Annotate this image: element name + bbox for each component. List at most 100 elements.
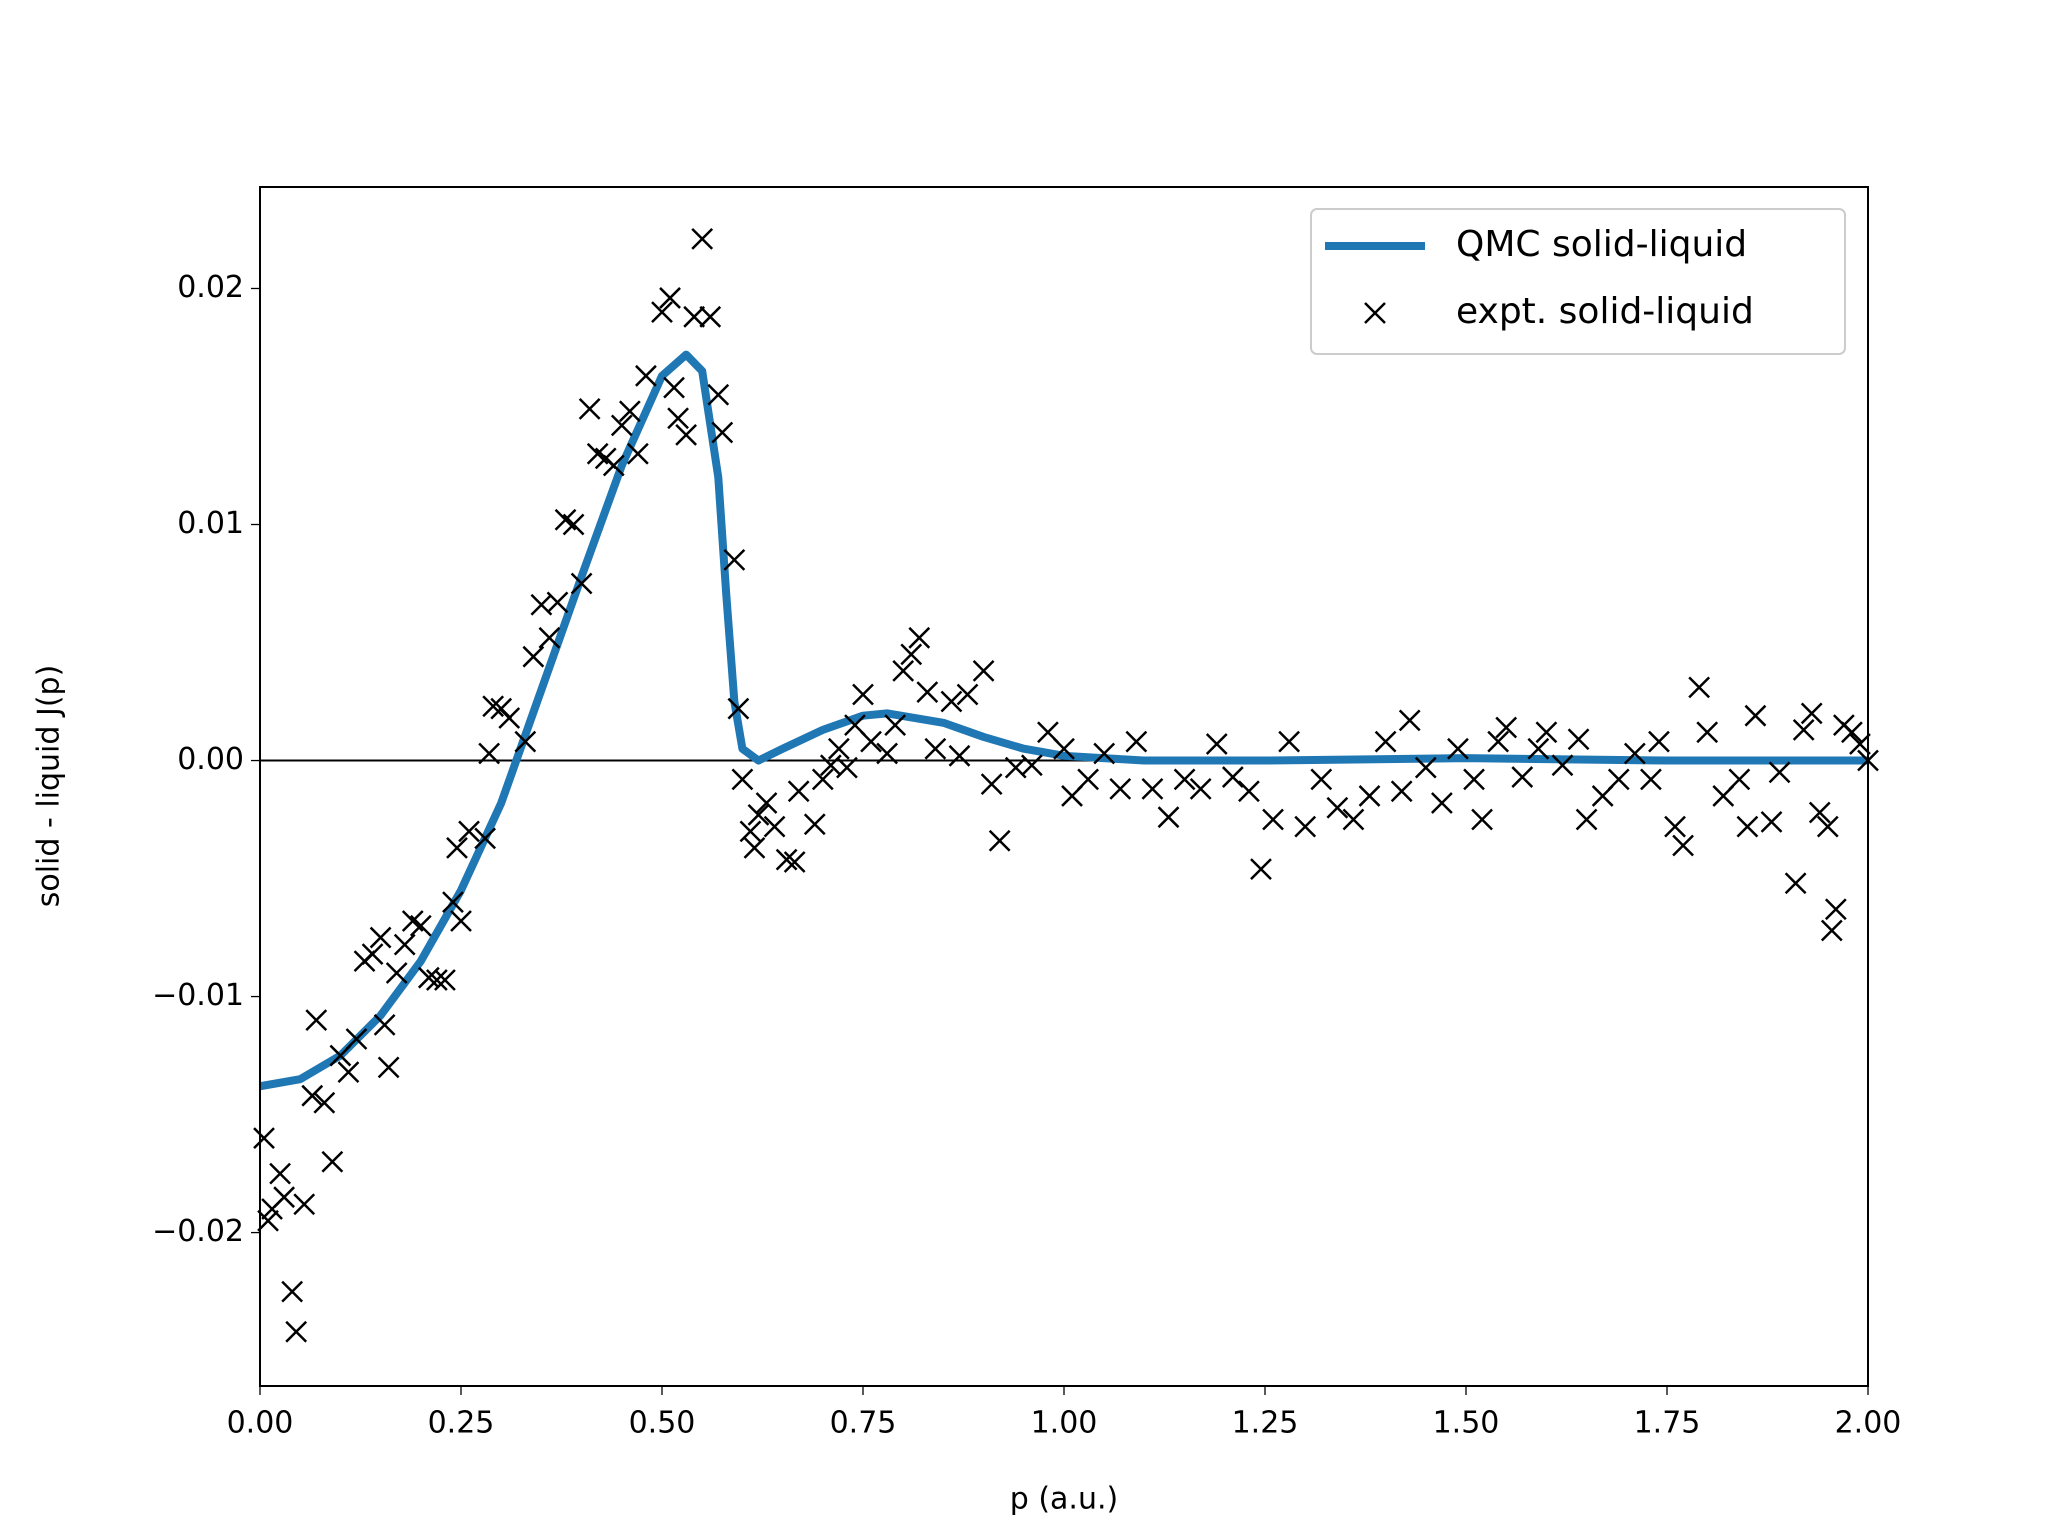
data-point bbox=[1760, 811, 1783, 833]
data-point bbox=[393, 933, 416, 956]
data-point bbox=[711, 421, 734, 444]
data-point bbox=[478, 742, 501, 765]
data-point bbox=[458, 820, 480, 843]
data-point bbox=[763, 815, 786, 838]
data-point bbox=[578, 397, 601, 420]
data-point bbox=[546, 591, 569, 614]
data-point bbox=[691, 228, 714, 250]
data-point bbox=[908, 626, 931, 649]
data-point bbox=[409, 914, 432, 937]
data-point bbox=[940, 690, 963, 713]
data-point bbox=[1736, 815, 1759, 838]
x-tick-label: 1.75 bbox=[1634, 1406, 1701, 1441]
data-point bbox=[1189, 777, 1212, 800]
data-point bbox=[301, 1084, 324, 1107]
data-point bbox=[626, 442, 649, 465]
data-point bbox=[377, 1056, 400, 1079]
x-tick-label: 1.50 bbox=[1433, 1406, 1500, 1441]
data-point bbox=[385, 962, 408, 984]
y-tick-label: −0.02 bbox=[152, 1214, 244, 1249]
data-point bbox=[1535, 721, 1558, 744]
data-point bbox=[1020, 754, 1043, 777]
data-point bbox=[1648, 730, 1670, 753]
data-point bbox=[1398, 709, 1421, 732]
data-point bbox=[305, 1009, 328, 1032]
data-point bbox=[498, 707, 521, 729]
data-point bbox=[313, 1091, 336, 1114]
data-point bbox=[570, 572, 593, 595]
data-point bbox=[1358, 785, 1381, 807]
data-point bbox=[699, 305, 722, 328]
data-point bbox=[787, 780, 810, 803]
x-tick-label: 1.25 bbox=[1232, 1406, 1299, 1441]
data-point bbox=[803, 813, 826, 836]
data-point bbox=[1326, 796, 1349, 819]
data-point bbox=[1824, 898, 1847, 921]
data-point bbox=[884, 714, 907, 737]
data-point bbox=[514, 730, 537, 753]
data-point bbox=[1607, 768, 1630, 791]
data-point bbox=[337, 1061, 360, 1083]
data-point bbox=[1849, 733, 1871, 755]
data-point bbox=[538, 626, 561, 649]
data-point bbox=[1141, 777, 1164, 800]
x-tick-label: 0.00 bbox=[227, 1406, 294, 1441]
data-point bbox=[1430, 792, 1453, 814]
data-point bbox=[836, 756, 858, 779]
data-point bbox=[618, 400, 641, 423]
data-point bbox=[602, 454, 625, 477]
data-point bbox=[811, 768, 834, 791]
data-point bbox=[269, 1162, 291, 1185]
data-point bbox=[948, 744, 971, 767]
data-point bbox=[1527, 737, 1550, 760]
legend-label: expt. solid-liquid bbox=[1456, 291, 1754, 332]
data-point bbox=[1471, 808, 1493, 831]
data-point bbox=[253, 1127, 275, 1150]
data-point bbox=[635, 364, 657, 387]
data-point bbox=[1262, 808, 1284, 831]
data-point bbox=[369, 926, 392, 949]
data-point bbox=[1792, 718, 1815, 741]
data-point bbox=[1093, 742, 1116, 765]
data-point bbox=[1173, 768, 1196, 791]
x-tick-label: 0.75 bbox=[830, 1406, 897, 1441]
data-point bbox=[434, 969, 456, 991]
x-tick-label: 0.25 bbox=[428, 1406, 495, 1441]
data-point bbox=[1640, 768, 1662, 791]
data-point bbox=[285, 1320, 308, 1343]
data-point bbox=[892, 659, 915, 682]
data-point bbox=[1205, 733, 1228, 755]
data-point bbox=[1157, 806, 1180, 829]
data-point bbox=[924, 737, 947, 760]
data-point bbox=[1221, 766, 1244, 788]
data-point bbox=[659, 287, 681, 309]
data-point bbox=[361, 943, 384, 965]
data-point bbox=[731, 768, 754, 791]
data-point bbox=[1575, 808, 1598, 831]
data-point bbox=[562, 513, 585, 536]
data-point bbox=[482, 695, 505, 718]
data-point bbox=[425, 969, 448, 991]
data-point bbox=[980, 773, 1003, 796]
data-point bbox=[1238, 780, 1260, 803]
data-point bbox=[707, 383, 730, 406]
data-point bbox=[1672, 834, 1694, 857]
data-point bbox=[651, 301, 673, 323]
data-point bbox=[743, 836, 766, 859]
data-point bbox=[1567, 728, 1590, 751]
data-point bbox=[1463, 768, 1485, 791]
plot-frame bbox=[259, 186, 1869, 1387]
data-point bbox=[972, 659, 995, 682]
data-point bbox=[1511, 766, 1534, 788]
data-point bbox=[1800, 702, 1823, 725]
data-point bbox=[663, 376, 685, 399]
data-point bbox=[1744, 704, 1767, 727]
data-point bbox=[755, 792, 778, 814]
x-axis-label: p (a.u.) bbox=[1010, 1482, 1118, 1517]
data-point bbox=[1623, 742, 1646, 765]
data-point bbox=[775, 848, 798, 871]
x-tick-label: 1.00 bbox=[1031, 1406, 1098, 1441]
data-point bbox=[860, 730, 882, 753]
data-point bbox=[442, 891, 464, 914]
